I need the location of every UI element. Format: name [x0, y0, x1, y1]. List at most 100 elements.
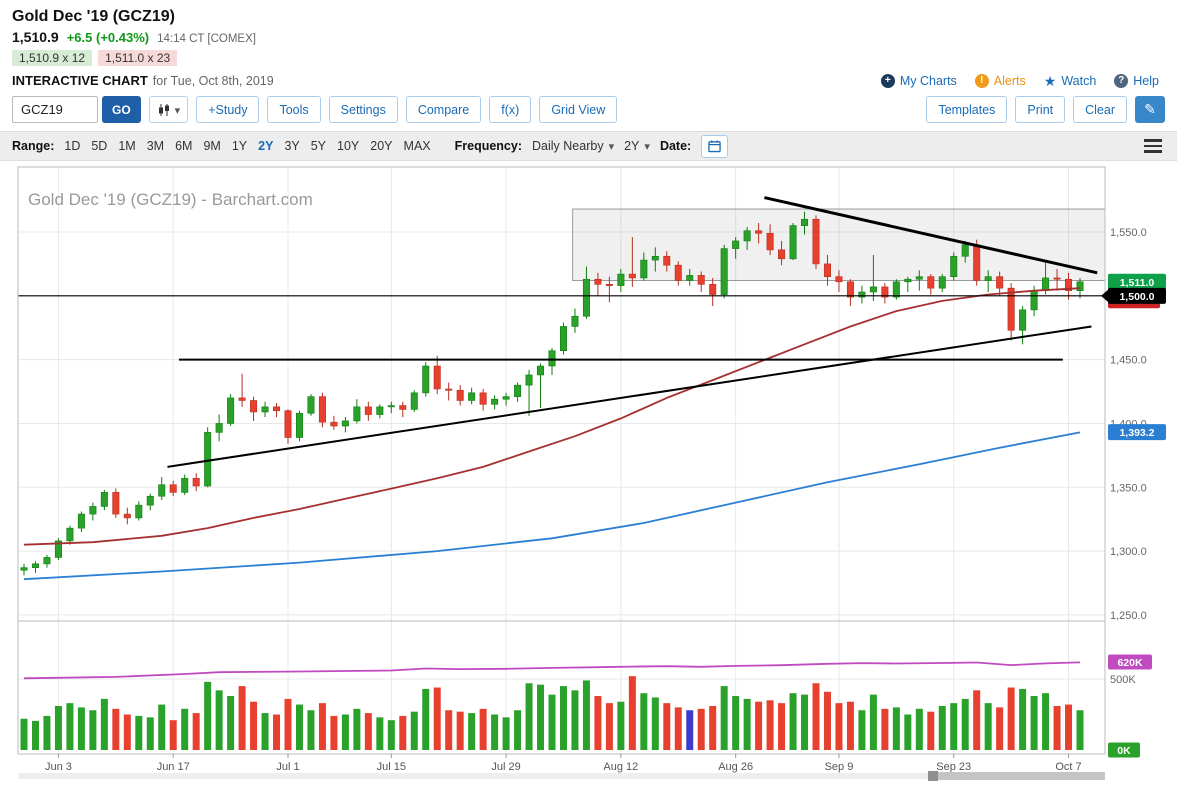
- volume-bar: [1042, 693, 1050, 750]
- range-option-3y[interactable]: 3Y: [284, 139, 300, 153]
- range-option-6m[interactable]: 6M: [175, 139, 193, 153]
- pencil-icon: [1144, 102, 1156, 117]
- my-charts-link[interactable]: My Charts: [880, 73, 957, 88]
- candle: [100, 489, 108, 511]
- price-chart-svg[interactable]: 1,550.01,500.01,450.01,400.01,350.01,300…: [0, 161, 1177, 783]
- quote-row: 1,510.9 +6.5 (+0.43%) 14:14 CT [COMEX]: [12, 29, 1165, 45]
- svg-text:Sep 9: Sep 9: [825, 761, 854, 773]
- volume-bar: [881, 708, 889, 750]
- volume-bar: [525, 683, 533, 750]
- volume-bar: [594, 696, 602, 750]
- volume-layer: [20, 676, 1084, 750]
- volume-bar: [892, 707, 900, 750]
- alerts-link[interactable]: Alerts: [974, 73, 1026, 88]
- candle: [468, 387, 476, 405]
- volume-zero-badge: 0K: [1108, 742, 1140, 758]
- candle: [341, 417, 349, 433]
- price-change: +6.5 (+0.43%): [66, 30, 150, 45]
- volume-bar: [605, 703, 613, 750]
- range-option-5d[interactable]: 5D: [91, 139, 108, 153]
- range-option-10y[interactable]: 10Y: [337, 139, 360, 153]
- watch-star-icon: [1044, 74, 1057, 88]
- watch-link[interactable]: Watch: [1044, 74, 1096, 88]
- range-option-9m[interactable]: 9M: [203, 139, 221, 153]
- volume-bar: [181, 708, 189, 750]
- chart-area[interactable]: 1,550.01,500.01,450.01,400.01,350.01,300…: [0, 161, 1177, 788]
- svg-text:0K: 0K: [1117, 745, 1131, 757]
- volume-bar: [801, 694, 809, 750]
- range-option-1y[interactable]: 1Y: [231, 139, 248, 153]
- toolbar-button-tools[interactable]: Tools: [267, 96, 321, 123]
- support-trendline[interactable]: [167, 325, 1092, 468]
- help-link[interactable]: Help: [1114, 73, 1159, 88]
- candle: [927, 274, 935, 295]
- range-option-1m[interactable]: 1M: [118, 139, 136, 153]
- candle: [789, 223, 797, 261]
- chart-type-button[interactable]: [148, 96, 189, 123]
- symbol-input[interactable]: [12, 96, 98, 123]
- h-scrollbar-grip[interactable]: [928, 771, 938, 781]
- volume-bar: [250, 701, 258, 750]
- volume-bar: [686, 710, 694, 750]
- candle: [422, 362, 430, 397]
- svg-text:1,300.0: 1,300.0: [1110, 546, 1147, 558]
- toolbar-button-f-x[interactable]: f(x): [489, 96, 532, 123]
- bid-quote: 1,510.9 x 12: [12, 50, 93, 66]
- candle: [640, 252, 648, 281]
- range-option-5y[interactable]: 5Y: [310, 139, 327, 153]
- volume-bar: [410, 711, 418, 750]
- toolbar-button-templates[interactable]: Templates: [926, 96, 1008, 123]
- toolbar-button-settings[interactable]: Settings: [328, 96, 398, 123]
- draw-tools-button[interactable]: [1135, 96, 1165, 123]
- svg-text:1,500.0: 1,500.0: [1119, 291, 1154, 303]
- toolbar-button-compare[interactable]: Compare: [405, 96, 482, 123]
- volume-bar: [158, 704, 166, 750]
- range-option-2y[interactable]: 2Y: [258, 139, 274, 153]
- volume-bar: [537, 684, 545, 750]
- menu-icon[interactable]: [1141, 136, 1165, 156]
- go-button[interactable]: GO: [102, 96, 141, 123]
- volume-bar: [514, 710, 522, 750]
- frequency-select[interactable]: Daily Nearby: [532, 139, 614, 153]
- h-scrollbar-handle[interactable]: [930, 772, 1105, 780]
- volume-bar: [433, 687, 441, 750]
- volume-bar: [387, 720, 395, 750]
- frequency-range-select[interactable]: 2Y: [624, 139, 650, 153]
- candle: [491, 395, 499, 410]
- volume-bar: [169, 720, 177, 750]
- volume-bar: [112, 708, 120, 750]
- toolbar-button-print[interactable]: Print: [1015, 96, 1066, 123]
- h-scrollbar-track[interactable]: [18, 773, 1105, 779]
- annotation-box[interactable]: [572, 208, 1106, 282]
- volume-bar: [1007, 687, 1015, 750]
- quote-header: Gold Dec '19 (GCZ19) 1,510.9 +6.5 (+0.43…: [0, 0, 1177, 88]
- toolbar-button-study[interactable]: +Study: [196, 96, 260, 123]
- candle: [559, 322, 567, 355]
- gridlines: [18, 167, 1105, 754]
- chevron-down-icon: [644, 139, 650, 153]
- range-option-1d[interactable]: 1D: [64, 139, 81, 153]
- volume-bar: [778, 703, 786, 750]
- toolbar-button-clear[interactable]: Clear: [1073, 96, 1127, 123]
- candle: [387, 401, 395, 414]
- svg-text:1,350.0: 1,350.0: [1110, 482, 1147, 494]
- alerts-label: Alerts: [993, 73, 1026, 88]
- date-picker-button[interactable]: [701, 134, 729, 158]
- range-option-3m[interactable]: 3M: [146, 139, 165, 153]
- range-option-20y[interactable]: 20Y: [370, 139, 393, 153]
- range-option-max[interactable]: MAX: [403, 139, 431, 153]
- volume-bar: [77, 707, 85, 750]
- candle: [135, 501, 143, 521]
- page-date: for Tue, Oct 8th, 2019: [152, 73, 274, 88]
- volume-bar: [227, 696, 235, 750]
- svg-text:620K: 620K: [1117, 657, 1143, 669]
- candle: [215, 414, 223, 442]
- candle: [43, 554, 51, 568]
- alert-exclamation-icon: [974, 73, 989, 88]
- toolbar-button-grid-view[interactable]: Grid View: [539, 96, 618, 123]
- resistance-trendline[interactable]: [764, 196, 1098, 275]
- candle: [537, 363, 545, 409]
- volume-bar: [100, 698, 108, 750]
- candle: [433, 355, 441, 395]
- volume-bar: [456, 711, 464, 750]
